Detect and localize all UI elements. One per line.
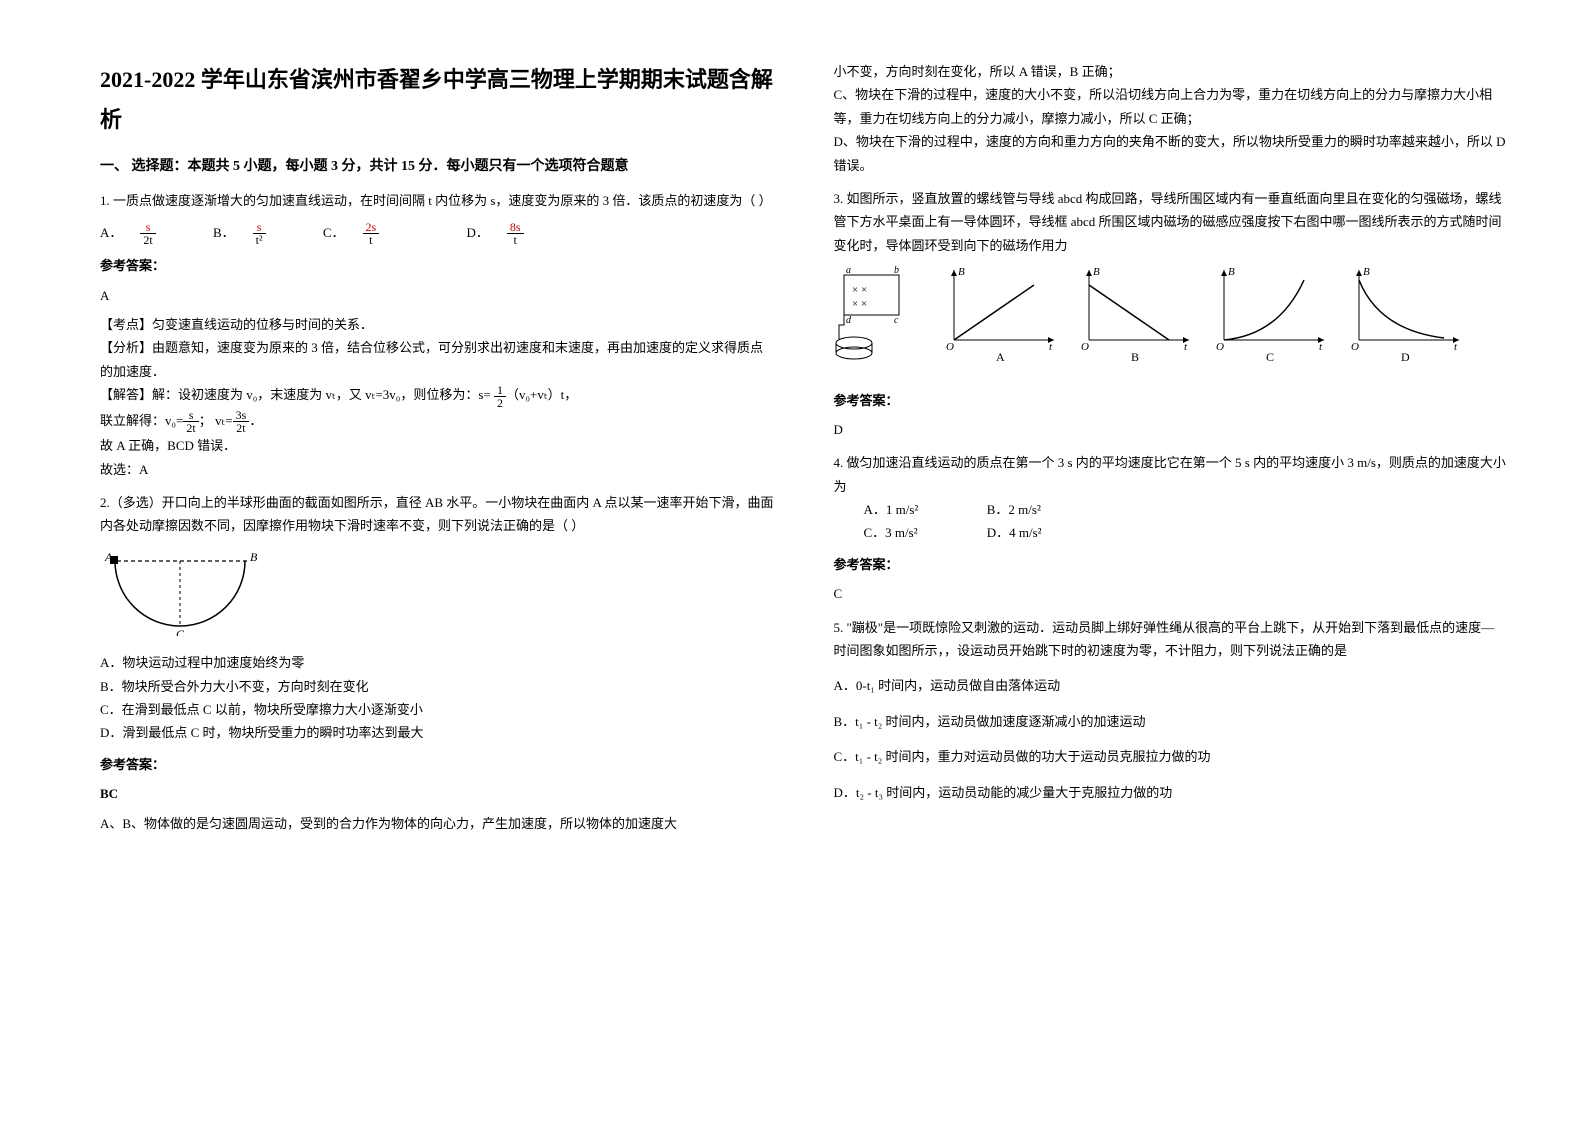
- q4-opt-b: B．2 m/s²: [987, 502, 1041, 517]
- q1-opt-c: C．2st: [323, 225, 415, 240]
- question-5: 5. "蹦极"是一项既惊险又刺激的运动．运动员脚上绑好弹性绳从很高的平台上跳下，…: [834, 616, 1508, 804]
- svg-text:t: t: [1454, 341, 1458, 353]
- svg-text:C: C: [1266, 350, 1274, 364]
- q2-cont3: D、物块在下滑的过程中，速度的方向和重力方向的夹角不断的变大，所以物块所受重力的…: [834, 130, 1508, 177]
- q1-jieda3: 故 A 正确，BCD 错误．: [100, 434, 774, 457]
- q1-opt-b: B．st²: [213, 225, 302, 240]
- q4-options-row2: C．3 m/s² D．4 m/s²: [864, 521, 1508, 544]
- q1-ans-label: 参考答案：: [100, 254, 774, 277]
- q3-graphs: × × × × a b c d B t O: [834, 265, 1474, 365]
- section-heading: 一、 选择题：本题共 5 小题，每小题 3 分，共计 15 分．每小题只有一个选…: [100, 154, 774, 179]
- q5-opt-b: B．t₁ - t₂ 时间内，运动员做加速度逐渐减小的加速运动: [834, 710, 1508, 733]
- bowl-label-b: B: [250, 550, 258, 564]
- q3-ans-label: 参考答案：: [834, 389, 1508, 412]
- question-4: 4. 做匀加速沿直线运动的质点在第一个 3 s 内的平均速度比它在第一个 5 s…: [834, 451, 1508, 605]
- q3-ans: D: [834, 418, 1508, 441]
- left-column: 2021-2022 学年山东省滨州市香翟乡中学高三物理上学期期末试题含解析 一、…: [100, 60, 774, 1082]
- q1-jieda2: 联立解得：v₀=s2t； vₜ=3s2t．: [100, 409, 774, 435]
- question-3: 3. 如图所示，竖直放置的螺线管与导线 abcd 构成回路，导线所围区域内有一垂…: [834, 187, 1508, 441]
- svg-text:a: a: [846, 265, 851, 276]
- q1-jieda1: 【解答】解：设初速度为 v₀，末速度为 vₜ，又 vₜ=3v₀，则位移为：s= …: [100, 383, 774, 409]
- svg-text:t: t: [1184, 341, 1188, 353]
- svg-text:t: t: [1049, 341, 1053, 353]
- q2-opt-d: D．滑到最低点 C 时，物块所受重力的瞬时功率达到最大: [100, 721, 774, 744]
- q2-stem: 2.（多选）开口向上的半球形曲面的截面如图所示，直径 AB 水平。一小物块在曲面…: [100, 491, 774, 538]
- q5-opt-d: D．t₂ - t₃ 时间内，运动员动能的减少量大于克服拉力做的功: [834, 781, 1508, 804]
- svg-text:× ×: × ×: [852, 298, 867, 310]
- bowl-label-c: C: [176, 627, 185, 636]
- q2-opt-a: A．物块运动过程中加速度始终为零: [100, 651, 774, 674]
- q4-options-row1: A．1 m/s² B．2 m/s²: [864, 498, 1508, 521]
- svg-text:D: D: [1401, 350, 1410, 364]
- q4-opt-c: C．3 m/s²: [864, 521, 984, 544]
- q2-cont1: 小不变，方向时刻在变化，所以 A 错误，B 正确；: [834, 60, 1508, 83]
- svg-text:O: O: [1216, 341, 1224, 353]
- block-icon: [110, 556, 118, 564]
- svg-text:A: A: [996, 350, 1005, 364]
- graph-b: B t O B: [1081, 266, 1189, 364]
- q2-ans-label: 参考答案：: [100, 753, 774, 776]
- q1-options: A．s2t B．st² C．2st D．8st: [100, 221, 774, 247]
- graph-a: B t O A: [946, 266, 1054, 364]
- q2-expl1: A、B、物体做的是匀速圆周运动，受到的合力作为物体的向心力，产生加速度，所以物体…: [100, 812, 774, 835]
- svg-text:c: c: [894, 315, 899, 326]
- svg-text:B: B: [1093, 266, 1100, 278]
- q4-stem: 4. 做匀加速沿直线运动的质点在第一个 3 s 内的平均速度比它在第一个 5 s…: [834, 451, 1508, 498]
- q2-opt-b: B．物块所受合外力大小不变，方向时刻在变化: [100, 675, 774, 698]
- svg-text:b: b: [894, 265, 899, 276]
- svg-text:d: d: [846, 315, 852, 326]
- circuit-icon: × × × × a b c d: [836, 265, 899, 359]
- q2-cont2: C、物块在下滑的过程中，速度的大小不变，所以沿切线方向上合力为零，重力在切线方向…: [834, 83, 1508, 130]
- q2-ans: BC: [100, 782, 774, 805]
- q1-ans: A: [100, 284, 774, 307]
- svg-text:B: B: [1131, 350, 1139, 364]
- exam-title: 2021-2022 学年山东省滨州市香翟乡中学高三物理上学期期末试题含解析: [100, 60, 774, 139]
- svg-text:× ×: × ×: [852, 284, 867, 296]
- svg-text:B: B: [958, 266, 965, 278]
- q3-stem: 3. 如图所示，竖直放置的螺线管与导线 abcd 构成回路，导线所围区域内有一垂…: [834, 187, 1508, 257]
- svg-text:B: B: [1363, 266, 1370, 278]
- q1-opt-a: A．s2t: [100, 225, 192, 240]
- q1-kaodian: 【考点】匀变速直线运动的位移与时间的关系．: [100, 313, 774, 336]
- q4-ans: C: [834, 582, 1508, 605]
- q4-opt-d: D．4 m/s²: [987, 525, 1042, 540]
- q1-fenxi: 【分析】由题意知，速度变为原来的 3 倍，结合位移公式，可分别求出初速度和末速度…: [100, 336, 774, 383]
- question-1: 1. 一质点做速度逐渐增大的匀加速直线运动，在时间间隔 t 内位移为 s，速度变…: [100, 189, 774, 481]
- bowl-diagram: A B C: [100, 546, 260, 636]
- svg-text:B: B: [1228, 266, 1235, 278]
- q5-stem: 5. "蹦极"是一项既惊险又刺激的运动．运动员脚上绑好弹性绳从很高的平台上跳下，…: [834, 616, 1508, 663]
- graph-c: B t O C: [1216, 266, 1324, 364]
- q5-opt-a: A．0-t₁ 时间内，运动员做自由落体运动: [834, 674, 1508, 697]
- svg-text:O: O: [1351, 341, 1359, 353]
- question-2: 2.（多选）开口向上的半球形曲面的截面如图所示，直径 AB 水平。一小物块在曲面…: [100, 491, 774, 835]
- q5-opt-c: C．t₁ - t₂ 时间内，重力对运动员做的功大于运动员克服拉力做的功: [834, 745, 1508, 768]
- svg-text:O: O: [1081, 341, 1089, 353]
- q4-opt-a: A．1 m/s²: [864, 498, 984, 521]
- q1-stem: 1. 一质点做速度逐渐增大的匀加速直线运动，在时间间隔 t 内位移为 s，速度变…: [100, 189, 774, 212]
- q1-opt-d: D．8st: [466, 225, 559, 240]
- svg-text:O: O: [946, 341, 954, 353]
- q2-opt-c: C．在滑到最低点 C 以前，物块所受摩擦力大小逐渐变小: [100, 698, 774, 721]
- q1-jieda4: 故选：A: [100, 458, 774, 481]
- graph-d: B t O D: [1351, 266, 1459, 364]
- right-column: 小不变，方向时刻在变化，所以 A 错误，B 正确； C、物块在下滑的过程中，速度…: [834, 60, 1508, 1082]
- svg-text:t: t: [1319, 341, 1323, 353]
- q4-ans-label: 参考答案：: [834, 553, 1508, 576]
